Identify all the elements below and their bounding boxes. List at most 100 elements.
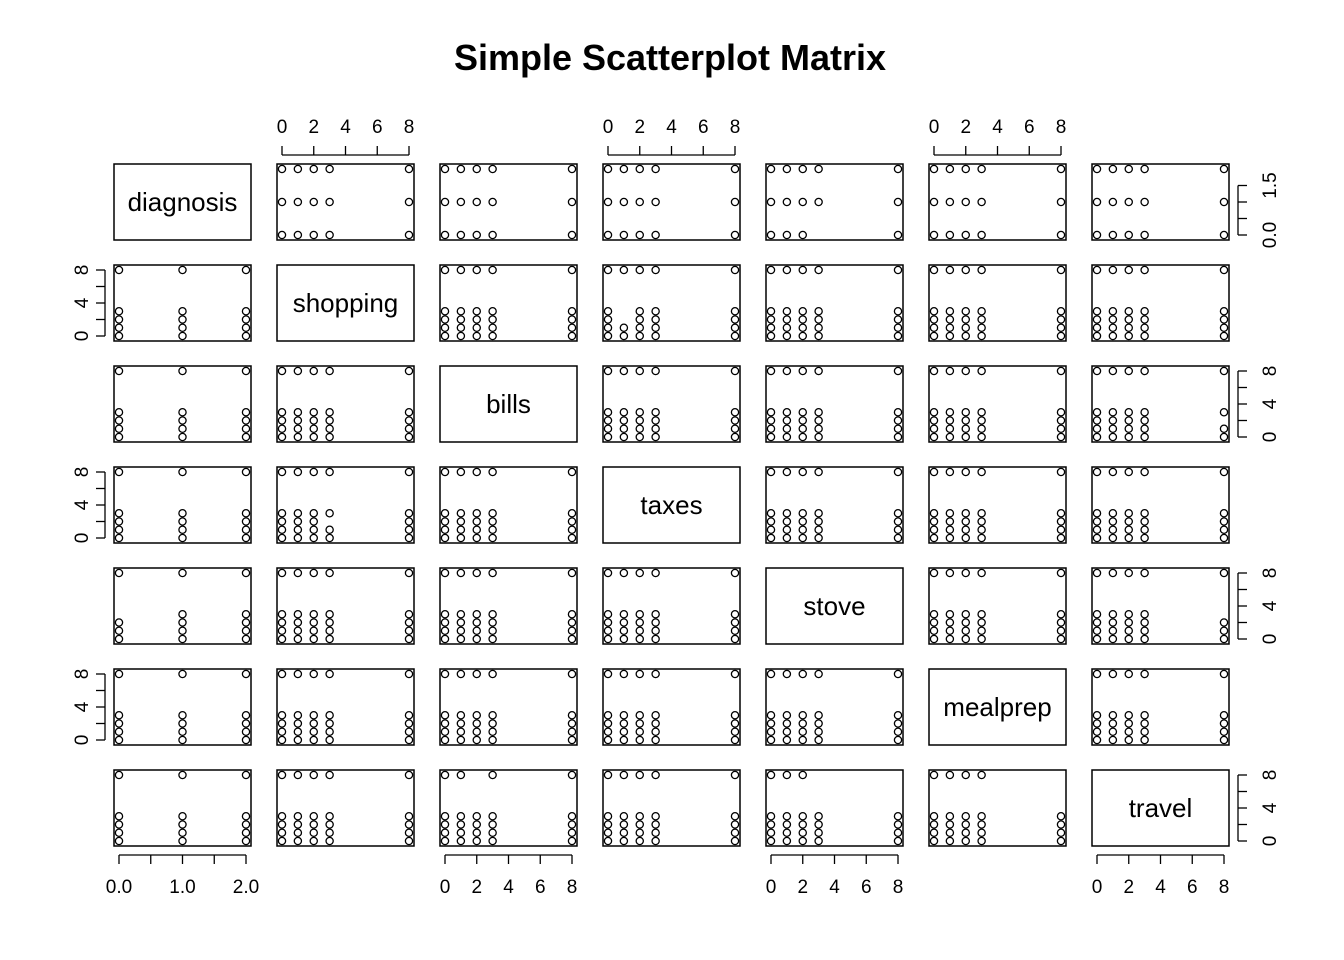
point-taxes-shopping-14 xyxy=(277,508,287,518)
point-shopping-travel-23 xyxy=(1140,265,1149,275)
point-bills-stove-7 xyxy=(798,424,808,433)
tick-label-top-taxes-4: 8 xyxy=(730,117,741,138)
point-taxes-travel-24 xyxy=(1219,467,1229,477)
point-mealprep-stove-17 xyxy=(798,711,808,720)
point-taxes-mealprep-23 xyxy=(977,467,986,477)
point-travel-mealprep-21 xyxy=(945,770,955,780)
point-bills-mealprep-24 xyxy=(1056,366,1066,376)
point-diagnosis-bills-10 xyxy=(440,164,450,174)
panel-travel-shopping xyxy=(276,769,415,847)
point-stove-bills-17 xyxy=(472,610,481,619)
panel-shopping-mealprep xyxy=(928,264,1067,342)
tick-label-top-shopping-2: 4 xyxy=(340,117,351,138)
point-shopping-travel-6 xyxy=(1108,323,1118,332)
point-travel-diagnosis-8 xyxy=(178,812,187,821)
point-diagnosis-taxes-4 xyxy=(730,230,740,240)
point-bills-diagnosis-9 xyxy=(178,366,187,376)
point-bills-stove-9 xyxy=(893,424,903,433)
point-bills-travel-12 xyxy=(1124,416,1134,425)
point-bills-diagnosis-6 xyxy=(178,424,187,433)
point-bills-mealprep-16 xyxy=(945,407,955,417)
point-mealprep-shopping-18 xyxy=(325,711,334,720)
point-stove-taxes-23 xyxy=(651,568,660,578)
point-travel-diagnosis-11 xyxy=(241,828,251,838)
point-travel-bills-19 xyxy=(567,812,577,821)
point-diagnosis-travel-5 xyxy=(1092,197,1102,207)
point-stove-diagnosis-8 xyxy=(178,568,187,578)
point-stove-diagnosis-0 xyxy=(114,634,124,644)
point-shopping-mealprep-12 xyxy=(961,315,971,324)
point-travel-stove-0 xyxy=(766,836,776,846)
diagonal-label-travel: travel xyxy=(1129,793,1193,823)
point-stove-bills-18 xyxy=(488,610,497,619)
point-stove-bills-15 xyxy=(440,610,450,619)
point-diagnosis-stove-4 xyxy=(766,197,776,207)
point-taxes-bills-14 xyxy=(567,517,577,526)
point-bills-shopping-18 xyxy=(325,407,334,417)
point-travel-taxes-3 xyxy=(651,836,660,846)
point-diagnosis-shopping-6 xyxy=(293,197,303,207)
point-mealprep-bills-23 xyxy=(488,669,497,679)
tick-label-bottom-travel-3: 6 xyxy=(1187,877,1198,898)
point-taxes-stove-8 xyxy=(814,525,823,535)
point-stove-taxes-10 xyxy=(603,618,613,627)
point-diagnosis-shopping-4 xyxy=(404,230,414,240)
point-shopping-mealprep-17 xyxy=(961,306,971,316)
point-shopping-diagnosis-3 xyxy=(114,306,124,316)
point-taxes-mealprep-15 xyxy=(929,508,939,518)
point-shopping-stove-7 xyxy=(798,323,808,332)
point-shopping-stove-9 xyxy=(893,323,903,332)
point-stove-travel-5 xyxy=(1092,626,1102,636)
point-travel-stove-8 xyxy=(814,828,823,838)
point-shopping-stove-6 xyxy=(782,323,792,332)
point-mealprep-bills-9 xyxy=(567,727,577,737)
point-bills-taxes-10 xyxy=(603,416,613,425)
point-travel-stove-12 xyxy=(798,820,808,829)
point-taxes-stove-19 xyxy=(893,508,903,518)
point-bills-stove-6 xyxy=(782,424,792,433)
point-diagnosis-mealprep-2 xyxy=(961,230,971,240)
point-mealprep-travel-19 xyxy=(1219,711,1229,720)
point-diagnosis-mealprep-4 xyxy=(1056,230,1066,240)
point-mealprep-taxes-17 xyxy=(635,711,645,720)
point-mealprep-bills-11 xyxy=(456,719,466,728)
point-taxes-bills-0 xyxy=(440,533,450,543)
point-travel-taxes-19 xyxy=(730,812,740,821)
point-taxes-shopping-18 xyxy=(404,508,414,518)
point-shopping-travel-10 xyxy=(1092,315,1102,324)
point-shopping-bills-11 xyxy=(456,315,466,324)
point-stove-taxes-21 xyxy=(619,568,629,578)
point-travel-taxes-6 xyxy=(619,828,629,838)
point-travel-shopping-16 xyxy=(293,812,303,821)
point-travel-stove-2 xyxy=(798,836,808,846)
point-shopping-taxes-19 xyxy=(619,265,629,275)
tick-label-bottom-stove-4: 8 xyxy=(893,877,904,898)
point-stove-taxes-3 xyxy=(651,634,660,644)
point-taxes-stove-7 xyxy=(798,525,808,535)
point-stove-travel-0 xyxy=(1092,634,1102,644)
point-stove-shopping-3 xyxy=(325,634,334,644)
panel-shopping-taxes xyxy=(602,264,741,342)
point-stove-mealprep-10 xyxy=(929,618,939,627)
point-stove-travel-11 xyxy=(1108,618,1118,627)
point-bills-stove-3 xyxy=(814,432,823,442)
point-taxes-diagnosis-8 xyxy=(178,508,187,518)
point-stove-bills-11 xyxy=(456,618,466,627)
point-taxes-stove-18 xyxy=(814,508,823,518)
point-diagnosis-mealprep-0 xyxy=(929,230,939,240)
point-taxes-stove-15 xyxy=(766,508,776,518)
point-mealprep-travel-4 xyxy=(1219,735,1229,745)
panel-taxes-stove xyxy=(765,466,904,544)
panel-shopping-stove xyxy=(765,264,904,342)
point-mealprep-diagnosis-11 xyxy=(241,727,251,737)
point-shopping-stove-2 xyxy=(798,331,808,341)
point-stove-mealprep-24 xyxy=(1056,568,1066,578)
point-taxes-bills-19 xyxy=(567,508,577,518)
point-shopping-diagnosis-11 xyxy=(241,323,251,332)
point-mealprep-travel-5 xyxy=(1092,727,1102,737)
point-travel-bills-18 xyxy=(488,812,497,821)
point-diagnosis-bills-13 xyxy=(488,164,497,174)
point-stove-taxes-13 xyxy=(651,618,660,627)
point-shopping-bills-9 xyxy=(567,323,577,332)
point-diagnosis-travel-9 xyxy=(1219,197,1229,207)
